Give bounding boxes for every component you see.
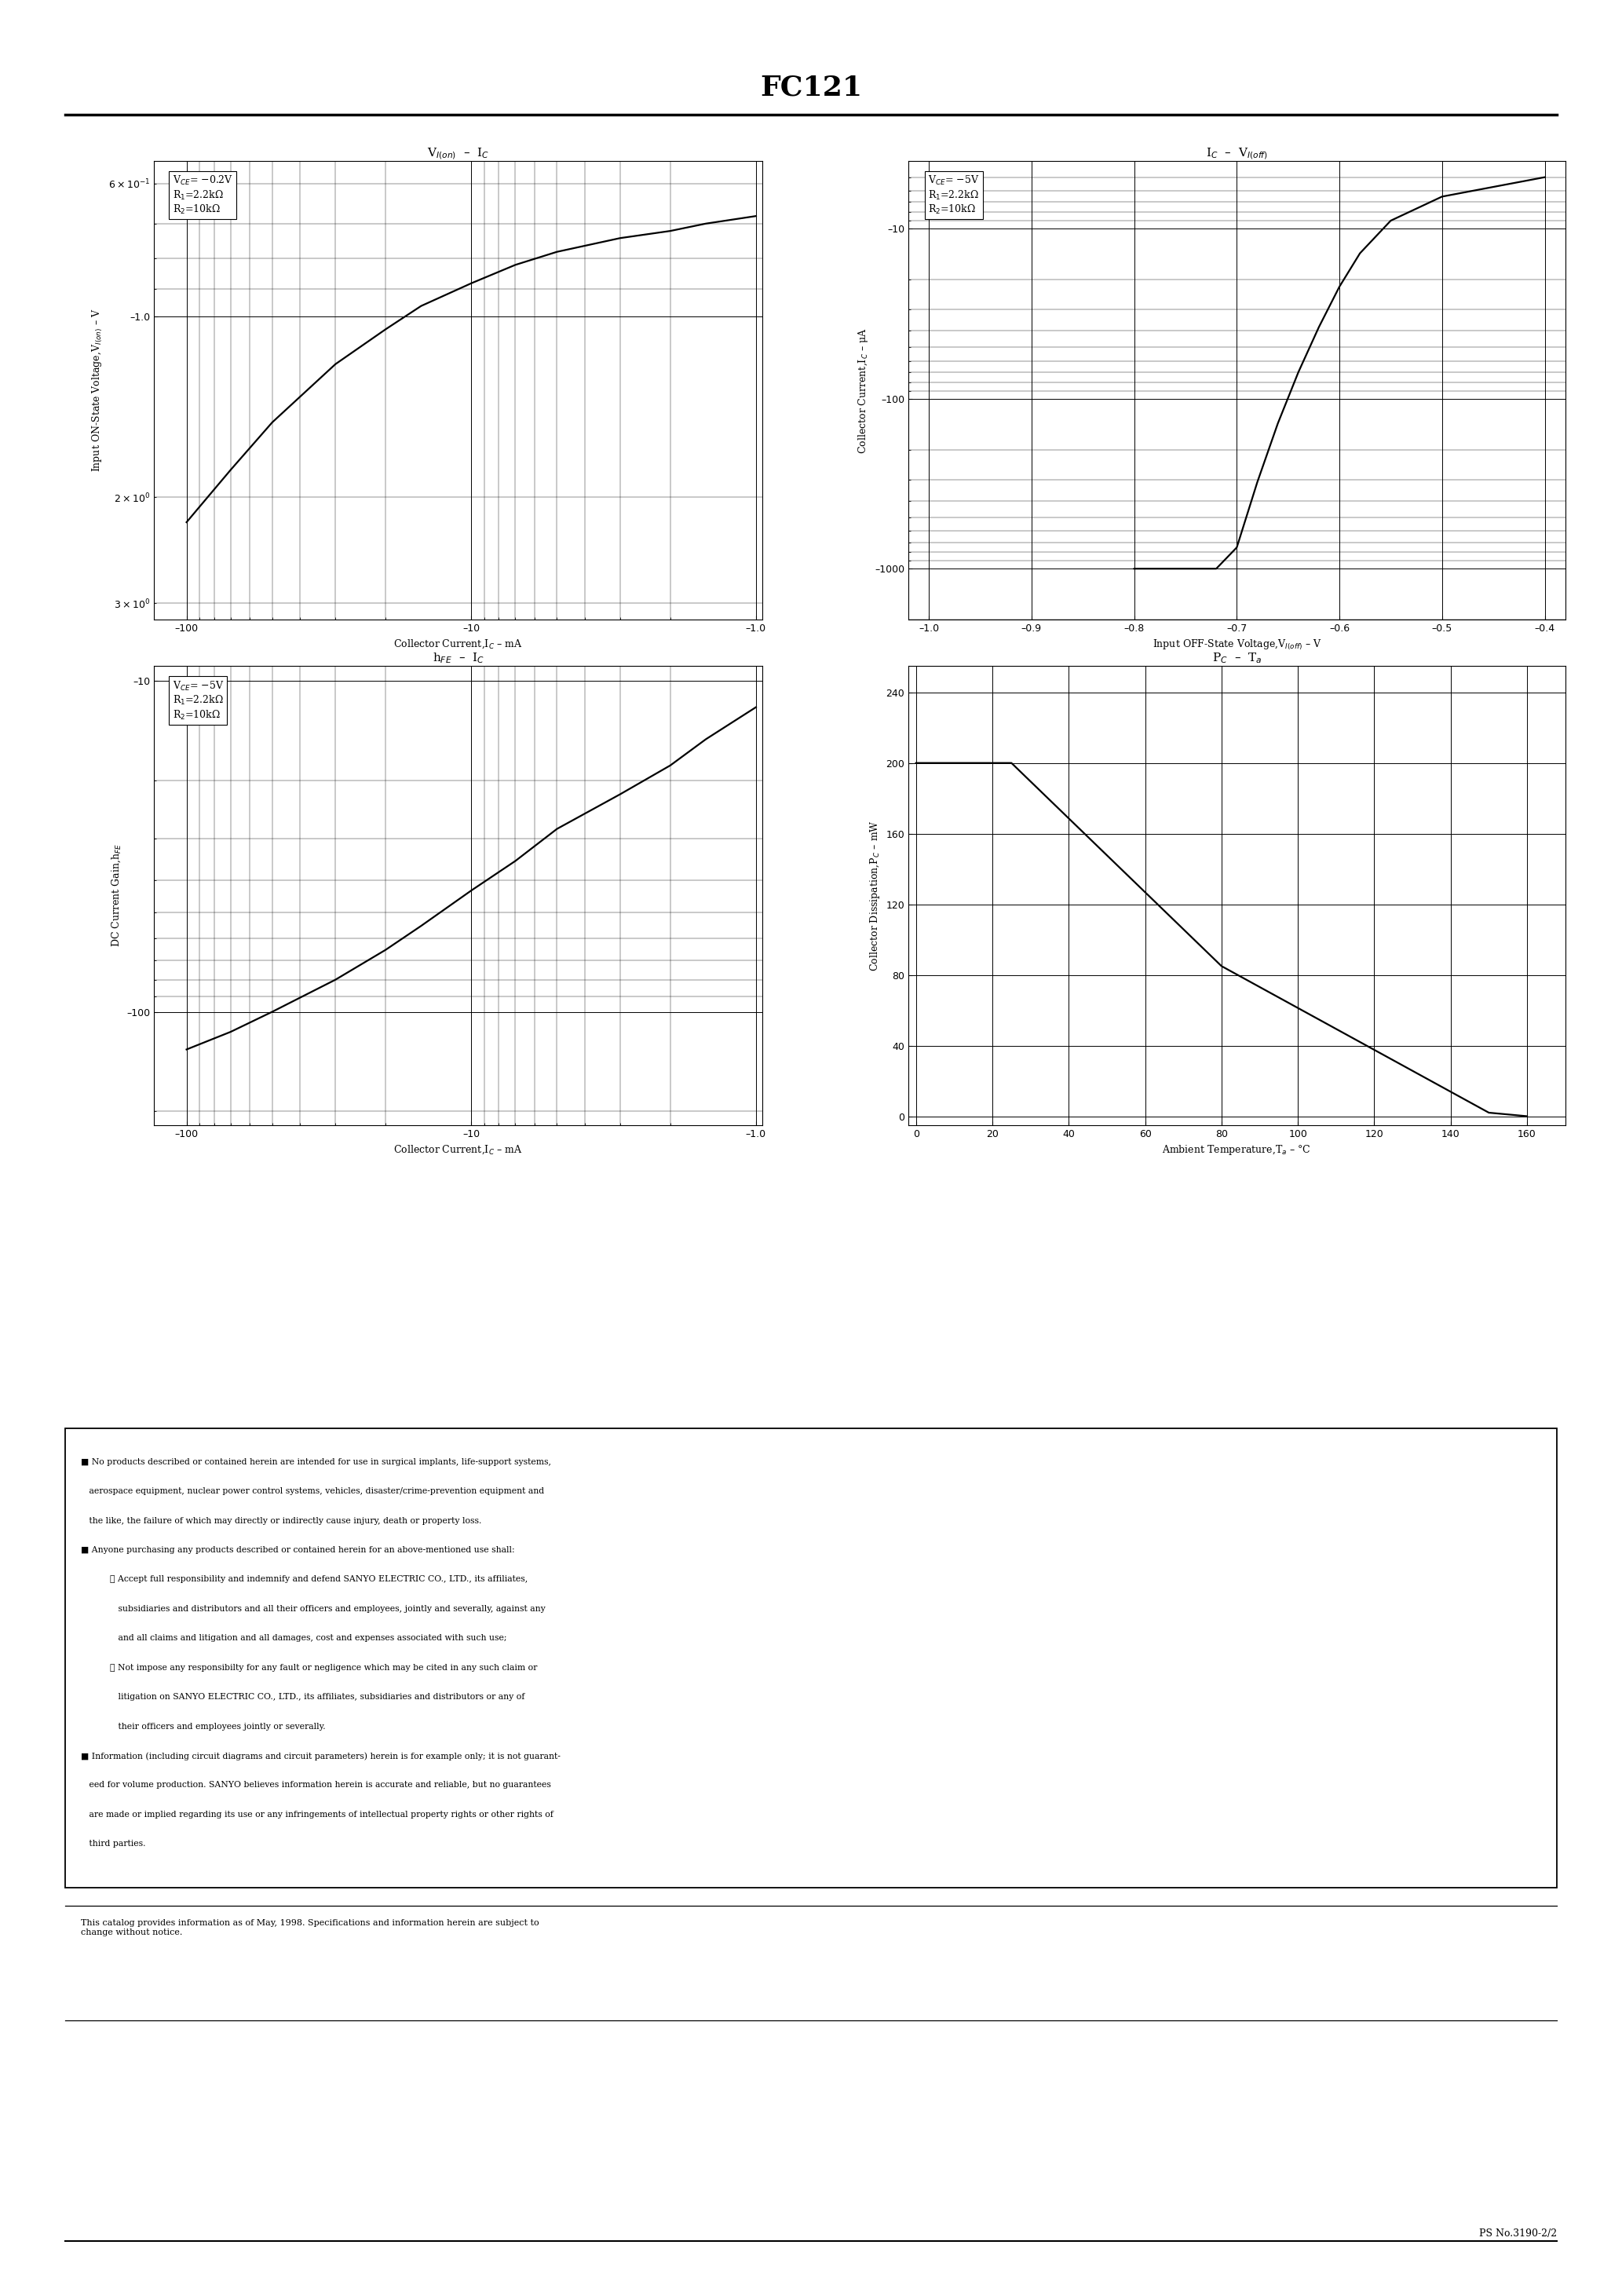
Text: eed for volume production. SANYO believes information herein is accurate and rel: eed for volume production. SANYO believe… [81,1782,551,1789]
Text: aerospace equipment, nuclear power control systems, vehicles, disaster/crime-pre: aerospace equipment, nuclear power contr… [81,1488,545,1495]
Text: subsidiaries and distributors and all their officers and employees, jointly and : subsidiaries and distributors and all th… [110,1605,547,1612]
Text: V$_{CE}$= −5V
R$_1$=2.2kΩ
R$_2$=10kΩ: V$_{CE}$= −5V R$_1$=2.2kΩ R$_2$=10kΩ [172,680,224,721]
Text: are made or implied regarding its use or any infringements of intellectual prope: are made or implied regarding its use or… [81,1812,553,1818]
Text: ■ Anyone purchasing any products described or contained herein for an above-ment: ■ Anyone purchasing any products describ… [81,1545,514,1554]
Text: litigation on SANYO ELECTRIC CO., LTD., its affiliates, subsidiaries and distrib: litigation on SANYO ELECTRIC CO., LTD., … [110,1692,526,1701]
X-axis label: Input OFF-State Voltage,V$_{I(off)}$ – V: Input OFF-State Voltage,V$_{I(off)}$ – V [1152,638,1322,652]
Text: their officers and employees jointly or severally.: their officers and employees jointly or … [110,1722,326,1731]
Text: V$_{CE}$= −5V
R$_1$=2.2kΩ
R$_2$=10kΩ: V$_{CE}$= −5V R$_1$=2.2kΩ R$_2$=10kΩ [928,174,980,216]
X-axis label: Ambient Temperature,T$_a$ – °C: Ambient Temperature,T$_a$ – °C [1163,1143,1311,1157]
Text: and all claims and litigation and all damages, cost and expenses associated with: and all claims and litigation and all da… [110,1635,508,1642]
Y-axis label: Collector Current,I$_C$ – μA: Collector Current,I$_C$ – μA [856,326,871,455]
Text: third parties.: third parties. [81,1839,146,1848]
Text: ■ No products described or contained herein are intended for use in surgical imp: ■ No products described or contained her… [81,1458,551,1465]
Text: the like, the failure of which may directly or indirectly cause injury, death or: the like, the failure of which may direc… [81,1518,482,1525]
Text: This catalog provides information as of May, 1998. Specifications and informatio: This catalog provides information as of … [81,1919,539,1936]
Text: ② Not impose any responsibilty for any fault or negligence which may be cited in: ② Not impose any responsibilty for any f… [110,1665,537,1671]
Title: I$_C$  –  V$_{I(off)}$: I$_C$ – V$_{I(off)}$ [1205,147,1268,161]
Y-axis label: DC Current Gain,h$_{FE}$: DC Current Gain,h$_{FE}$ [110,843,122,948]
Text: V$_{CE}$= −0.2V
R$_1$=2.2kΩ
R$_2$=10kΩ: V$_{CE}$= −0.2V R$_1$=2.2kΩ R$_2$=10kΩ [172,174,232,216]
Title: h$_{FE}$  –  I$_C$: h$_{FE}$ – I$_C$ [433,652,483,666]
Y-axis label: Collector Dissipation,P$_C$ – mW: Collector Dissipation,P$_C$ – mW [868,820,881,971]
Text: FC121: FC121 [761,73,861,101]
Text: ■ Information (including circuit diagrams and circuit parameters) herein is for : ■ Information (including circuit diagram… [81,1752,561,1761]
Title: P$_C$  –  T$_a$: P$_C$ – T$_a$ [1212,652,1262,666]
Text: ① Accept full responsibility and indemnify and defend SANYO ELECTRIC CO., LTD., : ① Accept full responsibility and indemni… [110,1575,529,1584]
X-axis label: Collector Current,I$_C$ – mA: Collector Current,I$_C$ – mA [394,1143,522,1155]
Text: PS No.3190-2/2: PS No.3190-2/2 [1479,2229,1557,2239]
X-axis label: Collector Current,I$_C$ – mA: Collector Current,I$_C$ – mA [394,638,522,650]
Title: V$_{I(on)}$  –  I$_C$: V$_{I(on)}$ – I$_C$ [427,147,490,161]
Y-axis label: Input ON-State Voltage,V$_{I(on)}$ – V: Input ON-State Voltage,V$_{I(on)}$ – V [91,308,104,473]
